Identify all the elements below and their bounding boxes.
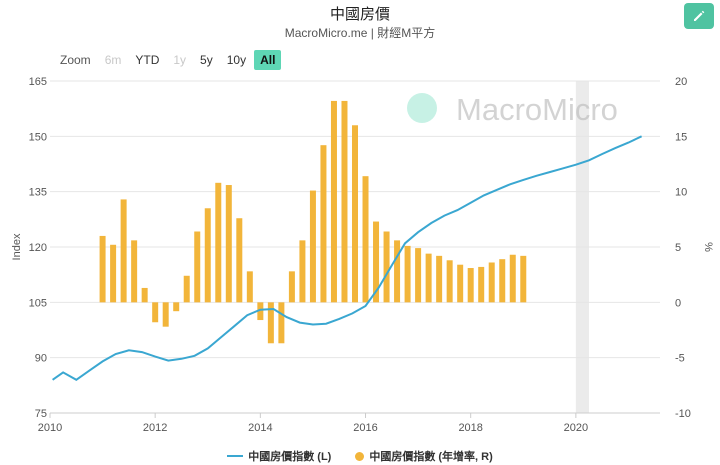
y-right-tick-label: -5: [675, 353, 685, 365]
bar-yoy: [467, 268, 474, 303]
bar-yoy: [457, 264, 464, 303]
bar-yoy: [352, 125, 358, 303]
y-left-tick-label: 75: [35, 408, 47, 420]
bar-yoy: [99, 235, 106, 303]
x-tick-label: 2018: [458, 422, 482, 434]
y-left-tick-label: 120: [29, 242, 47, 254]
y-right-tick-label: 20: [675, 76, 687, 88]
bar-yoy: [204, 208, 211, 303]
y-right-tick-label: 15: [675, 131, 687, 143]
bar-yoy: [330, 100, 337, 303]
bar-yoy: [225, 185, 232, 303]
bar-yoy: [394, 240, 401, 303]
zoom-5y-button[interactable]: 5y: [200, 53, 213, 67]
legend-item-index[interactable]: 中國房價指數 (L): [227, 448, 331, 464]
bar-yoy: [446, 260, 453, 303]
bar-yoy: [131, 240, 138, 303]
legend-label-index: 中國房價指數 (L): [248, 451, 332, 463]
bar-yoy: [152, 302, 159, 323]
chart-subtitle: MacroMicro.me | 財經M平方: [284, 26, 436, 40]
bar-yoy: [499, 259, 506, 303]
bar-yoy: [215, 182, 222, 303]
bar-yoy: [246, 271, 253, 303]
y-right-tick-label: 10: [675, 187, 687, 199]
bar-yoy: [257, 302, 264, 321]
bar-yoy: [194, 231, 201, 303]
bar-yoy: [478, 266, 485, 303]
legend: 中國房價指數 (L) 中國房價指數 (年增率, R): [0, 448, 720, 464]
zoom-ytd-button[interactable]: YTD: [135, 53, 160, 67]
chart-plot: 75 90 105 120 135 150 165 -10 -5 0 5 10 15 20 Index % Ma…: [11, 76, 714, 434]
y-left-tick-label: 165: [29, 76, 47, 88]
x-tick-label: 2014: [248, 422, 272, 434]
bar-yoy: [299, 240, 306, 303]
bar-yoy: [162, 302, 169, 327]
line-index: [52, 135, 643, 381]
bar-yoy: [436, 255, 443, 303]
y-left-tick-label: 90: [35, 353, 47, 365]
bar-yoy: [509, 254, 516, 303]
bar-yoy: [120, 199, 127, 303]
bar-yoy: [141, 287, 148, 303]
bar-yoy: [110, 244, 117, 303]
zoom-10y-button[interactable]: 10y: [226, 53, 247, 67]
y-left-tick-label: 135: [29, 187, 47, 199]
y-left-tick-label: 150: [29, 131, 47, 143]
legend-label-yoy: 中國房價指數 (年增率, R): [369, 451, 493, 463]
y-left-axis-label: Index: [11, 233, 23, 260]
bar-yoy: [236, 218, 243, 303]
legend-item-yoy[interactable]: 中國房價指數 (年增率, R): [355, 448, 493, 464]
bar-yoy: [404, 245, 411, 303]
watermark-text: MacroMicro: [456, 92, 618, 127]
x-tick-label: 2012: [143, 422, 167, 434]
chart-title: 中國房價: [329, 6, 390, 23]
bar-yoy: [183, 275, 190, 303]
zoom-1y-button[interactable]: 1y: [173, 53, 187, 67]
bar-yoy: [173, 302, 180, 312]
edit-button[interactable]: [684, 3, 714, 29]
bar-yoy: [488, 262, 495, 303]
bar-yoy: [278, 302, 285, 344]
bar-yoy: [373, 221, 380, 303]
bar-yoy: [383, 231, 390, 303]
pencil-icon: [694, 10, 705, 21]
bar-yoy: [288, 271, 295, 303]
x-tick-label: 2020: [564, 422, 588, 434]
legend-line-swatch: [227, 455, 244, 457]
bar-yoy: [309, 190, 316, 303]
y-right-axis-label: %: [702, 242, 714, 252]
y-left-tick-label: 105: [29, 297, 47, 309]
zoom-6m-button[interactable]: 6m: [104, 53, 122, 67]
y-right-tick-label: 0: [675, 297, 681, 309]
zoom-label: Zoom: [60, 53, 91, 67]
y-right-tick-label: 5: [675, 242, 681, 254]
bar-yoy: [520, 255, 527, 303]
watermark-logo-icon: [407, 93, 437, 123]
y-right-tick-label: -10: [675, 408, 691, 420]
bar-yoy: [362, 176, 369, 303]
legend-dot-swatch: [355, 451, 365, 461]
x-tick-label: 2010: [38, 422, 62, 434]
bar-yoy: [415, 248, 422, 303]
bar-yoy: [320, 145, 327, 303]
zoom-bar: Zoom 6m YTD 1y 5y 10y All: [60, 50, 283, 70]
x-tick-label: 2016: [353, 422, 377, 434]
zoom-all-button[interactable]: All: [254, 50, 282, 70]
bar-yoy: [341, 100, 348, 303]
bar-yoy: [267, 302, 274, 344]
bar-yoy: [425, 253, 432, 303]
